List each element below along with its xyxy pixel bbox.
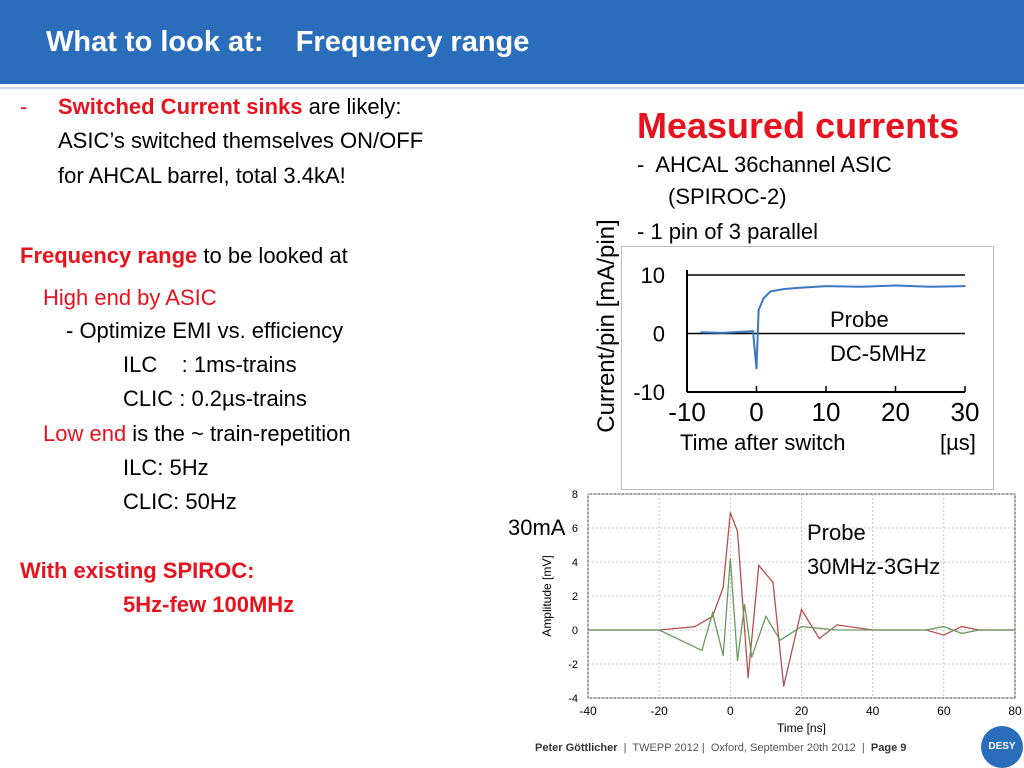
chart2-point bbox=[961, 632, 963, 635]
chart2-point bbox=[779, 639, 781, 641]
chart2-y-tick-label: -2 bbox=[568, 659, 578, 671]
chart2-point bbox=[783, 685, 785, 687]
chart2-point bbox=[694, 626, 696, 628]
footer: Peter Göttlicher | TWEPP 2012 | Oxford, … bbox=[535, 742, 906, 754]
frequency-rest: to be looked at bbox=[197, 243, 348, 268]
chart2-probe-range: 30MHz-3GHz bbox=[807, 554, 940, 579]
chart2-point bbox=[722, 654, 724, 657]
frequency-heading: Frequency range to be looked at bbox=[20, 245, 348, 267]
ilc-trains: ILC : 1ms-trains bbox=[123, 352, 297, 377]
frequency-bold: Frequency range bbox=[20, 243, 198, 268]
ahcal-asic: - AHCAL 36channel ASIC bbox=[637, 152, 892, 177]
chart2-30ma-label: 30mA bbox=[508, 515, 566, 540]
spiroc-range: 5Hz-few 100MHz bbox=[123, 592, 295, 617]
low-end-line: Low end is the ~ train-repetition bbox=[43, 423, 351, 445]
chart2-point bbox=[758, 564, 760, 567]
chart2-y-tick-label: -4 bbox=[568, 693, 578, 705]
chart2-point bbox=[729, 512, 731, 514]
chart2-x-tick-label: 40 bbox=[866, 704, 880, 718]
chart2-point bbox=[658, 629, 660, 631]
chart2-point bbox=[978, 629, 981, 631]
chart2-point bbox=[1014, 629, 1016, 631]
chart1-panel bbox=[621, 246, 994, 490]
chart2-point bbox=[747, 677, 749, 679]
chart2-x-tick-label: 0 bbox=[727, 704, 734, 718]
chart2-point bbox=[765, 615, 767, 618]
chart2-probe-label: Probe bbox=[807, 520, 866, 545]
chart2-x-tick-label: 20 bbox=[795, 704, 809, 718]
bullet-dash: - bbox=[20, 94, 28, 119]
chart2-frame bbox=[587, 493, 1016, 699]
footer-page: Page 9 bbox=[870, 742, 907, 754]
chart2-point bbox=[943, 626, 945, 628]
sinks-bold: Switched Current sinks bbox=[58, 94, 303, 119]
chart2-ylabel: Amplitude [mV] bbox=[540, 555, 554, 636]
chart2-y-tick-label: 8 bbox=[572, 489, 578, 501]
clic-trains: CLIC : 0.2µs-trains bbox=[123, 386, 307, 411]
footer-author: Peter Göttlicher bbox=[535, 742, 618, 754]
asic-line: ASIC’s switched themselves ON/OFF bbox=[58, 128, 424, 153]
chart2-point bbox=[736, 530, 739, 533]
chart2-point bbox=[711, 612, 714, 614]
chart2-point bbox=[961, 626, 963, 628]
low-end-red: Low end bbox=[43, 421, 127, 446]
chart2-point bbox=[711, 615, 714, 618]
chart2-y-tick-label: 0 bbox=[572, 625, 578, 637]
title-bar: What to look at: Frequency range bbox=[0, 0, 1024, 87]
page-title: What to look at: Frequency range bbox=[46, 26, 530, 58]
chart2-point bbox=[587, 629, 589, 631]
chart2-y-tick-label: 6 bbox=[572, 523, 578, 535]
chart2-point bbox=[736, 660, 739, 662]
chart2-point bbox=[587, 629, 589, 631]
chart2-point bbox=[722, 586, 724, 589]
chart2-series-line bbox=[588, 558, 1015, 661]
chart2-x-tick-label: -20 bbox=[650, 704, 668, 718]
chart2-point bbox=[1014, 629, 1016, 631]
chart2-point bbox=[925, 629, 927, 631]
chart2-point bbox=[800, 609, 803, 611]
chart2-x-tick-label: 60 bbox=[937, 704, 951, 718]
spiroc2: (SPIROC-2) bbox=[668, 184, 787, 209]
clic-hz: CLIC: 50Hz bbox=[123, 489, 237, 514]
chart2-point bbox=[687, 643, 689, 645]
chart2-point bbox=[872, 629, 874, 631]
chart2-point bbox=[818, 637, 820, 640]
chart2-point bbox=[872, 629, 874, 631]
chart2-point bbox=[743, 603, 746, 606]
pin-line: - 1 pin of 3 parallel bbox=[637, 219, 818, 244]
chart2-point bbox=[800, 626, 803, 628]
ilc-hz: ILC: 5Hz bbox=[123, 455, 209, 480]
sinks-line: Switched Current sinks are likely: bbox=[58, 96, 402, 118]
chart2-point bbox=[772, 581, 774, 584]
chart2-xlabel: Time [ns] bbox=[777, 721, 826, 735]
chart2-point bbox=[978, 629, 981, 631]
spiroc-line: With existing SPIROC: bbox=[20, 558, 255, 583]
sinks-rest: are likely: bbox=[302, 94, 402, 119]
footer-meta: | TWEPP 2012 | Oxford, September 20th 20… bbox=[617, 742, 871, 754]
chart2-point bbox=[836, 624, 838, 626]
chart2-point bbox=[701, 649, 703, 652]
measured-currents-heading: Measured currents bbox=[637, 105, 960, 146]
chart2-series-line bbox=[588, 512, 1015, 687]
chart2-y-tick-label: 4 bbox=[572, 557, 578, 569]
chart2-point bbox=[658, 629, 660, 631]
chart2-y-tick-label: 2 bbox=[572, 591, 578, 603]
high-end: High end by ASIC bbox=[43, 285, 217, 310]
optimize-line: - Optimize EMI vs. efficiency bbox=[66, 318, 344, 343]
low-end-rest: is the ~ train-repetition bbox=[126, 421, 351, 446]
chart1-ylabel: Current/pin [mA/pin] bbox=[593, 219, 620, 432]
chart2-point bbox=[729, 558, 731, 560]
chart2-point bbox=[836, 629, 838, 631]
desy-logo: DESY bbox=[981, 726, 1023, 768]
chart2-point bbox=[751, 656, 753, 658]
chart2-point bbox=[925, 629, 927, 631]
ahcal-line: for AHCAL barrel, total 3.4kA! bbox=[58, 163, 346, 188]
chart2-x-tick-label: 80 bbox=[1008, 704, 1022, 718]
chart2-point bbox=[943, 634, 945, 636]
chart2-x-tick-label: -40 bbox=[579, 704, 597, 718]
